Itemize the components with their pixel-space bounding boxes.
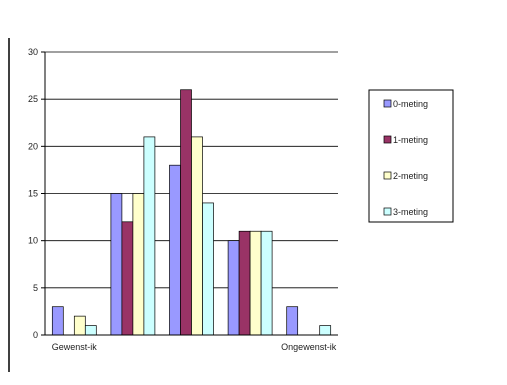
legend-label-3-meting: 3-meting — [393, 207, 428, 217]
bar-2-meting-3 — [249, 230, 262, 336]
legend-label-1-meting: 1-meting — [393, 135, 428, 145]
x-category-label: Gewenst-ik — [52, 342, 98, 352]
bar-2-meting-2 — [191, 136, 203, 336]
bar-3-meting-2 — [202, 202, 214, 336]
bar-1-meting-3 — [238, 230, 251, 336]
legend-label-0-meting: 0-meting — [393, 99, 428, 109]
bar-1-meting-2 — [180, 89, 192, 336]
legend-swatch-2-meting — [383, 171, 392, 180]
bar-2-meting-0 — [73, 315, 86, 336]
y-tick-label: 30 — [28, 47, 38, 57]
bar-1-meting-1 — [121, 221, 134, 336]
legend: 0-meting 1-meting 2-meting 3-meting — [368, 89, 454, 223]
legend-swatch-1-meting — [383, 135, 392, 144]
y-tick-label: 0 — [33, 330, 38, 340]
legend-swatch-3-meting — [383, 207, 392, 216]
bar-2-meting-1 — [132, 193, 145, 336]
y-tick-label: 15 — [28, 189, 38, 199]
y-tick-label: 10 — [28, 236, 38, 246]
legend-box — [368, 89, 454, 223]
legend-swatch-0-meting — [383, 99, 392, 108]
bar-0-meting-2 — [169, 164, 181, 336]
bar-3-meting-4 — [319, 325, 332, 336]
bar-3-meting-0 — [84, 325, 97, 336]
y-tick-label: 25 — [28, 94, 38, 104]
y-tick-label: 20 — [28, 141, 38, 151]
y-axis-ticks: 0 5 10 15 20 25 30 — [28, 47, 45, 340]
bar-0-meting-0 — [51, 306, 64, 336]
bar-3-meting-3 — [260, 230, 273, 336]
y-tick-label: 5 — [33, 283, 38, 293]
bar-0-meting-1 — [110, 193, 123, 336]
bar-0-meting-3 — [227, 240, 240, 336]
bar-0-meting-4 — [286, 306, 299, 336]
x-category-label: Ongewenst-ik — [281, 342, 337, 352]
bar-3-meting-1 — [143, 136, 156, 336]
bars — [51, 89, 332, 336]
x-axis-labels: Gewenst-ik Ongewenst-ik — [52, 342, 337, 352]
legend-label-2-meting: 2-meting — [393, 171, 428, 181]
